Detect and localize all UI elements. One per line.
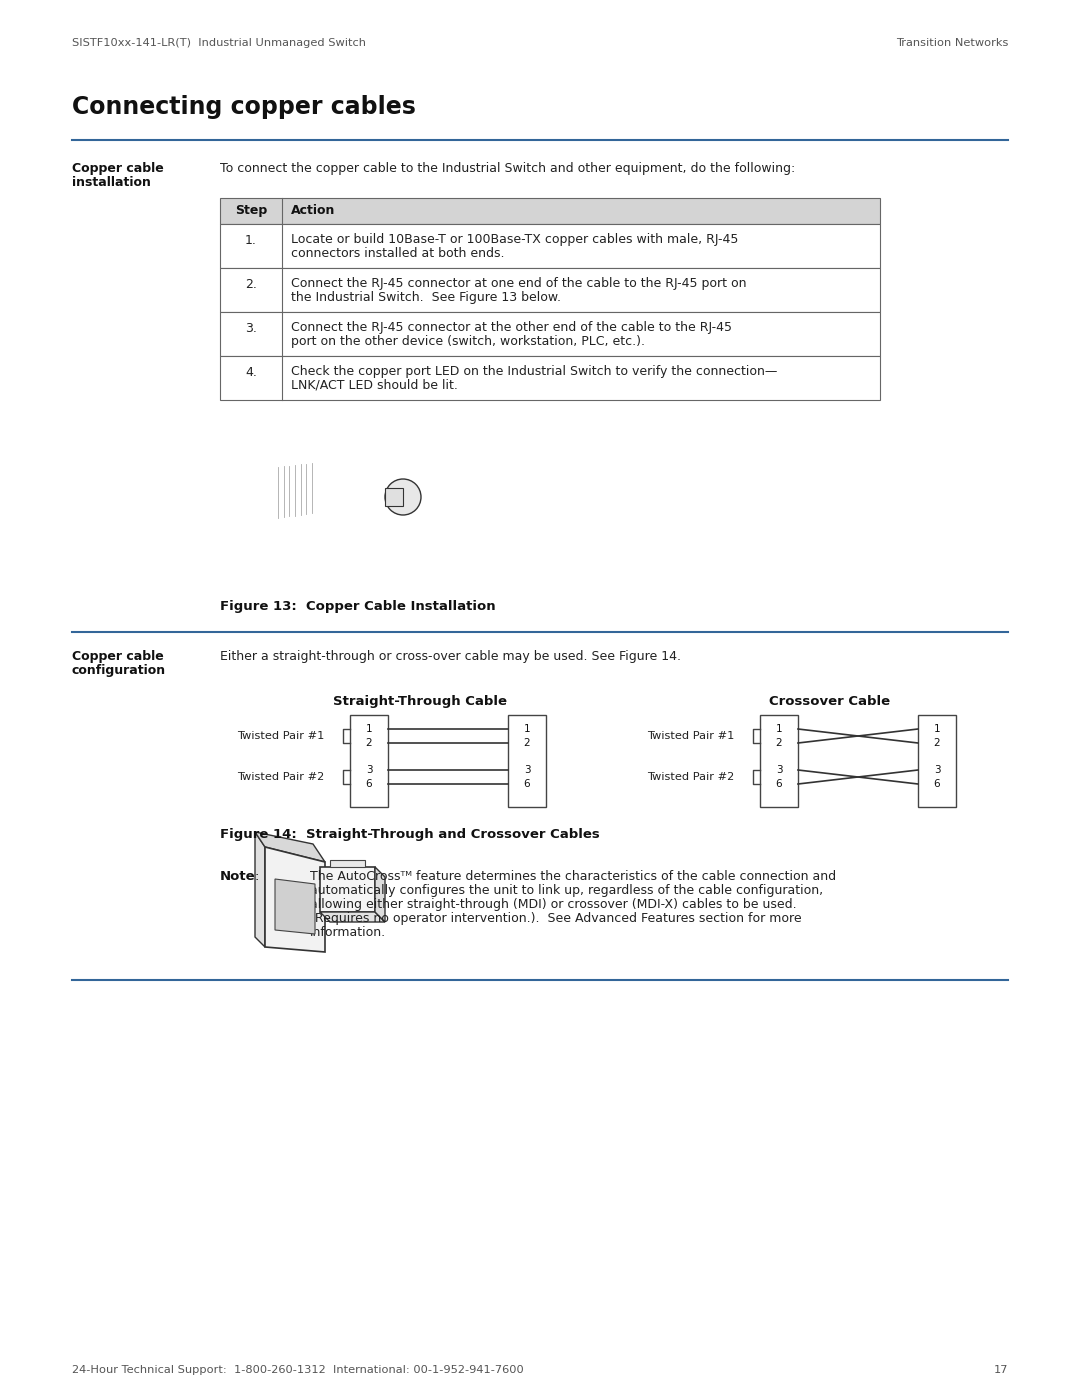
Text: information.: information. xyxy=(310,926,387,939)
Text: 3.: 3. xyxy=(245,321,257,335)
Circle shape xyxy=(384,479,421,515)
Text: Locate or build 10Base-T or 100Base-TX copper cables with male, RJ-45: Locate or build 10Base-T or 100Base-TX c… xyxy=(291,233,739,246)
Text: Copper cable: Copper cable xyxy=(72,650,164,664)
Bar xyxy=(220,312,880,356)
Text: 2: 2 xyxy=(524,738,530,747)
Text: Action: Action xyxy=(291,204,336,217)
Text: allowing either straight-through (MDI) or crossover (MDI-X) cables to be used.: allowing either straight-through (MDI) o… xyxy=(310,898,797,911)
Bar xyxy=(220,356,880,400)
Text: 1: 1 xyxy=(366,724,373,733)
Text: the Industrial Switch.  See Figure 13 below.: the Industrial Switch. See Figure 13 bel… xyxy=(291,291,561,305)
Text: 2: 2 xyxy=(934,738,941,747)
Bar xyxy=(508,715,546,807)
Text: connectors installed at both ends.: connectors installed at both ends. xyxy=(291,247,504,260)
Text: :: : xyxy=(255,870,259,883)
Polygon shape xyxy=(275,879,315,935)
Polygon shape xyxy=(320,912,384,922)
Text: SISTF10xx-141-LR(T)  Industrial Unmanaged Switch: SISTF10xx-141-LR(T) Industrial Unmanaged… xyxy=(72,38,366,47)
Text: Connect the RJ-45 connector at the other end of the cable to the RJ-45: Connect the RJ-45 connector at the other… xyxy=(291,321,732,334)
Text: Connect the RJ-45 connector at one end of the cable to the RJ-45 port on: Connect the RJ-45 connector at one end o… xyxy=(291,277,746,291)
Polygon shape xyxy=(320,868,375,912)
Text: Twisted Pair #1: Twisted Pair #1 xyxy=(237,731,324,740)
Text: 17: 17 xyxy=(994,1365,1008,1375)
Text: 3: 3 xyxy=(775,766,782,775)
Text: The AutoCrossᵀᴹ feature determines the characteristics of the cable connection a: The AutoCrossᵀᴹ feature determines the c… xyxy=(310,870,836,883)
Text: Note: Note xyxy=(220,870,256,883)
Text: Twisted Pair #2: Twisted Pair #2 xyxy=(647,773,734,782)
Text: 6: 6 xyxy=(934,780,941,789)
Text: installation: installation xyxy=(72,176,151,189)
Text: 3: 3 xyxy=(934,766,941,775)
Text: 1: 1 xyxy=(775,724,782,733)
Polygon shape xyxy=(255,833,265,947)
Text: Transition Networks: Transition Networks xyxy=(895,38,1008,47)
Bar xyxy=(220,224,880,268)
Text: 2.: 2. xyxy=(245,278,257,291)
Text: Figure 13:  Copper Cable Installation: Figure 13: Copper Cable Installation xyxy=(220,599,496,613)
Text: LNK/ACT LED should be lit.: LNK/ACT LED should be lit. xyxy=(291,379,458,393)
Text: Figure 14:  Straight-Through and Crossover Cables: Figure 14: Straight-Through and Crossove… xyxy=(220,828,599,841)
Polygon shape xyxy=(265,847,325,951)
Polygon shape xyxy=(375,868,384,922)
Bar xyxy=(220,198,880,224)
Text: Check the copper port LED on the Industrial Switch to verify the connection—: Check the copper port LED on the Industr… xyxy=(291,365,778,379)
Text: Twisted Pair #1: Twisted Pair #1 xyxy=(647,731,734,740)
Text: automatically configures the unit to link up, regardless of the cable configurat: automatically configures the unit to lin… xyxy=(310,884,823,897)
Polygon shape xyxy=(330,861,365,868)
Text: Straight-Through Cable: Straight-Through Cable xyxy=(333,694,507,708)
Bar xyxy=(220,268,880,312)
Bar xyxy=(384,488,403,506)
Text: Copper cable: Copper cable xyxy=(72,162,164,175)
Text: 3: 3 xyxy=(524,766,530,775)
Text: 4.: 4. xyxy=(245,366,257,379)
Text: configuration: configuration xyxy=(72,664,166,678)
Text: Connecting copper cables: Connecting copper cables xyxy=(72,95,416,119)
Text: 6: 6 xyxy=(524,780,530,789)
Text: 3: 3 xyxy=(366,766,373,775)
Text: Crossover Cable: Crossover Cable xyxy=(769,694,891,708)
Text: 1: 1 xyxy=(524,724,530,733)
Text: Step: Step xyxy=(234,204,267,217)
Bar xyxy=(918,715,956,807)
Bar xyxy=(760,715,798,807)
Text: To connect the copper cable to the Industrial Switch and other equipment, do the: To connect the copper cable to the Indus… xyxy=(220,162,795,175)
Text: 2: 2 xyxy=(775,738,782,747)
Text: 24-Hour Technical Support:  1-800-260-1312  International: 00-1-952-941-7600: 24-Hour Technical Support: 1-800-260-131… xyxy=(72,1365,524,1375)
Text: 2: 2 xyxy=(366,738,373,747)
Text: Either a straight-through or cross-over cable may be used. See Figure 14.: Either a straight-through or cross-over … xyxy=(220,650,681,664)
Bar xyxy=(350,715,388,807)
Text: 1.: 1. xyxy=(245,235,257,247)
Polygon shape xyxy=(255,833,325,862)
Text: port on the other device (switch, workstation, PLC, etc.).: port on the other device (switch, workst… xyxy=(291,335,645,348)
Text: 6: 6 xyxy=(775,780,782,789)
Text: 1: 1 xyxy=(934,724,941,733)
Text: Twisted Pair #2: Twisted Pair #2 xyxy=(237,773,324,782)
Text: (Requires no operator intervention.).  See Advanced Features section for more: (Requires no operator intervention.). Se… xyxy=(310,912,801,925)
Text: 6: 6 xyxy=(366,780,373,789)
